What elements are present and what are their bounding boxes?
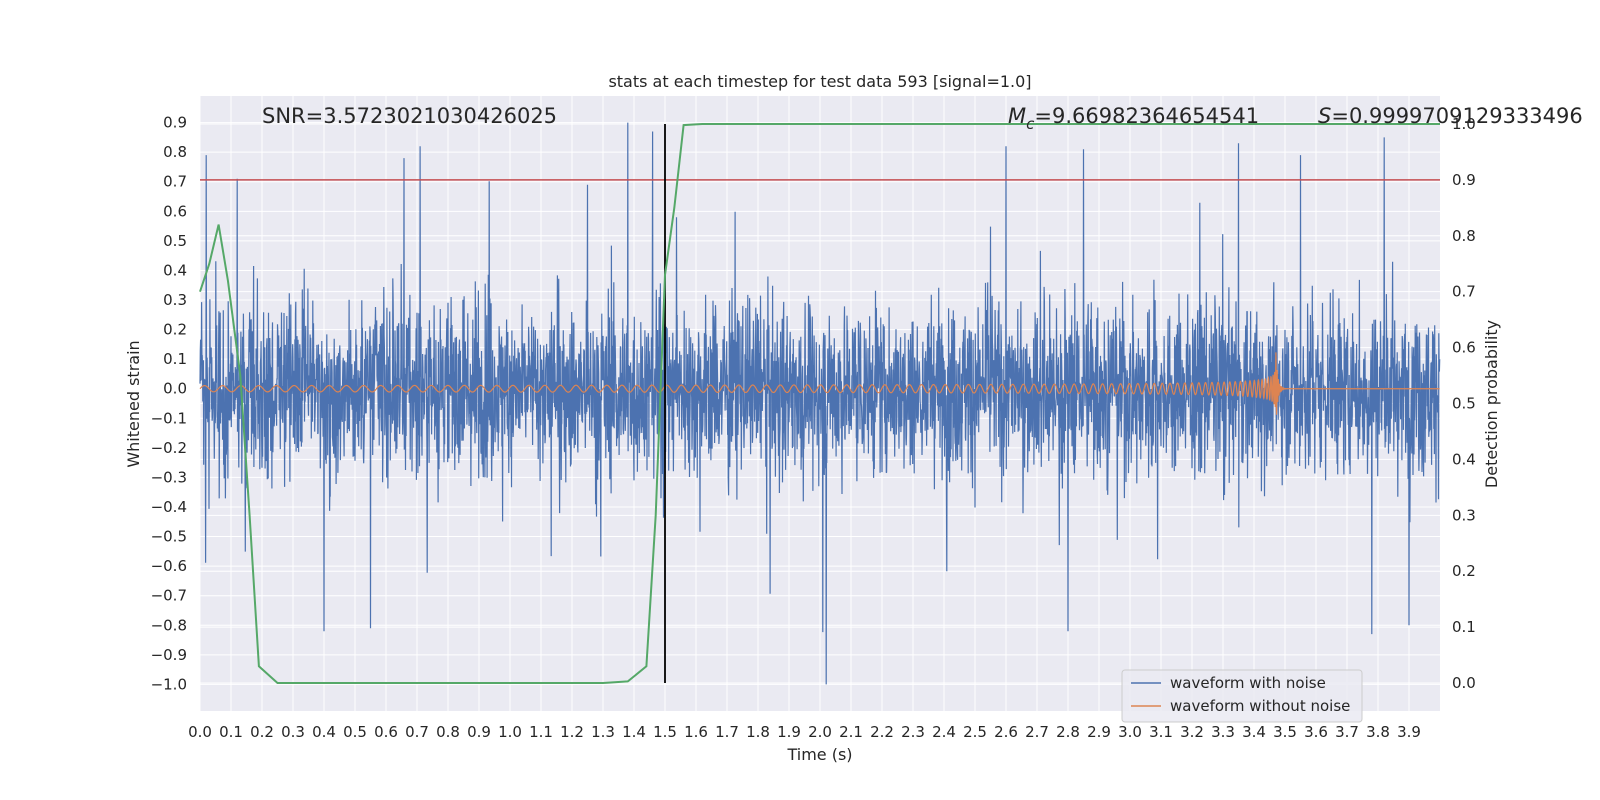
y-tick-label: −0.1 <box>151 409 187 427</box>
x-tick-label: 1.4 <box>622 723 646 741</box>
x-tick-label: 3.9 <box>1397 723 1421 741</box>
x-tick-label: 2.3 <box>901 723 925 741</box>
y-tick-label: 0.0 <box>163 380 187 398</box>
x-tick-label: 3.6 <box>1304 723 1328 741</box>
x-tick-label: 0.1 <box>219 723 243 741</box>
x-tick-label: 3.7 <box>1335 723 1359 741</box>
y-tick-label: 0.3 <box>163 291 187 309</box>
x-tick-label: 1.1 <box>529 723 553 741</box>
x-tick-label: 1.0 <box>498 723 522 741</box>
mc-symbol: M <box>1008 104 1026 128</box>
mc-value: =9.66982364654541 <box>1034 104 1259 128</box>
x-tick-label: 2.8 <box>1056 723 1080 741</box>
y2-tick-label: 0.2 <box>1452 562 1476 580</box>
x-tick-label: 2.0 <box>808 723 832 741</box>
s-symbol: S <box>1318 104 1331 128</box>
y-tick-label: 0.6 <box>163 202 187 220</box>
axes: 0.0 0.1 0.2 0.3 0.4 0.5 0.6 0.7 0.8 0.9 1.0 1.1 1.2 1… <box>151 114 1476 741</box>
y-axis-label: Whitened strain <box>124 340 143 467</box>
snr-annotation: SNR=3.5723021030426025 <box>262 104 557 128</box>
x-tick-label: 2.5 <box>963 723 987 741</box>
x-tick-label: 3.3 <box>1211 723 1235 741</box>
x-tick-label: 3.1 <box>1149 723 1173 741</box>
x-tick-label: 0.8 <box>436 723 460 741</box>
y2-tick-label: 0.7 <box>1452 283 1476 301</box>
y-tick-label: −0.6 <box>151 557 187 575</box>
legend: waveform with noise waveform without noi… <box>1121 669 1363 723</box>
x-tick-label: 3.4 <box>1242 723 1266 741</box>
y-tick-label: −1.0 <box>151 675 187 693</box>
x-tick-label: 1.3 <box>591 723 615 741</box>
s-value: =0.9999709129333496 <box>1331 104 1582 128</box>
clean-waveform-line <box>199 352 1440 415</box>
x-tick-label: 3.8 <box>1366 723 1390 741</box>
y2-axis-label: Detection probability <box>1482 320 1501 488</box>
y2-tick-label: 0.8 <box>1452 227 1476 245</box>
noise-waveform-line <box>199 122 1441 685</box>
y-tick-label: 0.5 <box>163 232 187 250</box>
y-tick-label: −0.2 <box>151 439 187 457</box>
x-tick-label: 1.6 <box>684 723 708 741</box>
y-tick-label: 0.7 <box>163 173 187 191</box>
x-tick-label: 0.6 <box>374 723 398 741</box>
x-tick-label: 1.5 <box>653 723 677 741</box>
y-tick-label: 0.9 <box>163 114 187 132</box>
x-tick-label: 3.0 <box>1118 723 1142 741</box>
x-tick-label: 0.2 <box>250 723 274 741</box>
x-tick-label: 0.4 <box>312 723 336 741</box>
x-tick-label: 1.8 <box>746 723 770 741</box>
x-tick-label: 0.9 <box>467 723 491 741</box>
chart-title: stats at each timestep for test data 593… <box>608 72 1031 91</box>
x-tick-label: 2.6 <box>994 723 1018 741</box>
y2-tick-label: 0.3 <box>1452 506 1476 524</box>
x-tick-label: 3.2 <box>1180 723 1204 741</box>
x-tick-label: 2.9 <box>1087 723 1111 741</box>
x-tick-label: 3.5 <box>1273 723 1297 741</box>
y-tick-label: −0.9 <box>151 646 187 664</box>
y-tick-label: −0.5 <box>151 528 187 546</box>
x-tick-label: 0.0 <box>188 723 212 741</box>
y2-tick-label: 0.6 <box>1452 339 1476 357</box>
x-tick-label: 1.9 <box>777 723 801 741</box>
y-tick-label: 0.2 <box>163 321 187 339</box>
overlay-layer <box>199 123 1440 684</box>
x-tick-label: 1.7 <box>715 723 739 741</box>
y-tick-label: −0.4 <box>151 498 187 516</box>
x-tick-label: 2.4 <box>932 723 956 741</box>
mc-subscript: c <box>1026 115 1035 133</box>
x-tick-label: 1.2 <box>560 723 584 741</box>
x-tick-label: 2.2 <box>870 723 894 741</box>
y2-tick-label: 0.0 <box>1452 674 1476 692</box>
legend-box <box>1121 669 1363 723</box>
x-tick-label: 2.7 <box>1025 723 1049 741</box>
x-tick-label: 2.1 <box>839 723 863 741</box>
legend-noise-label: waveform with noise <box>1170 674 1326 692</box>
y-tick-label: −0.8 <box>151 616 187 634</box>
y2-tick-label: 0.1 <box>1452 618 1476 636</box>
y-tick-label: −0.3 <box>151 468 187 486</box>
s-annotation: S=0.9999709129333496 <box>1318 104 1583 128</box>
y-tick-label: 0.8 <box>163 143 187 161</box>
y-tick-label: 0.1 <box>163 350 187 368</box>
x-tick-label: 0.7 <box>405 723 429 741</box>
mc-annotation: Mc=9.66982364654541 <box>1008 104 1259 133</box>
y2-tick-label: 0.5 <box>1452 395 1476 413</box>
y2-tick-label: 0.4 <box>1452 450 1476 468</box>
y2-tick-label: 1.0 <box>1452 115 1476 133</box>
x-tick-label: 0.3 <box>281 723 305 741</box>
y-tick-label: 0.4 <box>163 261 187 279</box>
y-tick-label: −0.7 <box>151 587 187 605</box>
legend-clean-label: waveform without noise <box>1170 697 1350 715</box>
y2-tick-label: 0.9 <box>1452 171 1476 189</box>
x-axis-label: Time (s) <box>786 745 852 764</box>
noise-series-layer <box>199 122 1441 685</box>
detection-probability-line <box>199 123 1440 684</box>
clean-series-layer <box>199 352 1440 415</box>
x-tick-label: 0.5 <box>343 723 367 741</box>
